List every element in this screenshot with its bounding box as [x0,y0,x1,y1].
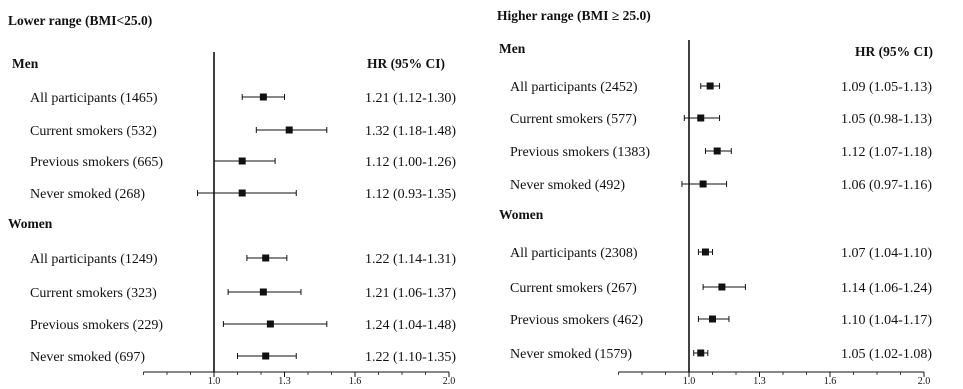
hr-point [238,157,246,165]
hr-point [259,288,267,296]
hr-value: 1.22 (1.10-1.35) [365,350,456,365]
hr-value: 1.14 (1.06-1.24) [841,281,932,296]
hr-point [262,352,270,360]
group-heading: Women [8,216,53,231]
row-label: Previous smokers (229) [30,318,163,333]
x-tick-label: 1.6 [349,376,362,387]
hr-point [285,126,293,134]
hr-point [718,283,726,291]
row-label: Never smoked (268) [30,187,145,202]
hr-point [266,320,274,328]
row-label: All participants (1465) [30,91,158,106]
group-heading: Women [499,207,544,222]
row-label: Current smokers (267) [510,281,637,296]
row-label: Previous smokers (665) [30,155,163,170]
row-label: All participants (2308) [510,246,638,261]
panel-title: Lower range (BMI<25.0) [8,13,152,28]
panel-title: Higher range (BMI ≥ 25.0) [497,8,651,23]
panel-lower-range: Lower range (BMI<25.0) HR (95% CI) 1.0 1.3 1… [8,13,456,387]
hr-value: 1.12 (0.93-1.35) [365,187,456,202]
row-label: Previous smokers (462) [510,313,643,328]
x-tick-label: 1.6 [824,376,837,387]
hr-point [706,82,714,90]
hr-point [699,180,707,188]
hr-value: 1.10 (1.04-1.17) [841,313,932,328]
hr-value: 1.24 (1.04-1.48) [365,318,456,333]
hr-point [713,147,721,155]
x-tick-label: 1.0 [208,376,221,387]
hr-value: 1.06 (0.97-1.16) [841,178,932,193]
row-label: Never smoked (1579) [510,347,632,362]
row-label: Never smoked (492) [510,178,625,193]
group-heading: Men [499,41,526,56]
hr-value: 1.32 (1.18-1.48) [365,124,456,139]
hr-value: 1.05 (0.98-1.13) [841,112,932,127]
hr-value: 1.12 (1.00-1.26) [365,155,456,170]
hr-point [259,93,267,101]
hr-value: 1.21 (1.06-1.37) [365,286,456,301]
hr-value: 1.09 (1.05-1.13) [841,80,932,95]
hr-value: 1.07 (1.04-1.10) [841,246,932,261]
row-label: All participants (1249) [30,252,158,267]
x-tick-label: 2.0 [918,376,931,387]
hr-column-header: HR (95% CI) [855,44,933,59]
row-label: All participants (2452) [510,80,638,95]
hr-point [262,254,270,262]
row-label: Current smokers (577) [510,112,637,127]
hr-value: 1.21 (1.12-1.30) [365,91,456,106]
hr-value: 1.22 (1.14-1.31) [365,252,456,267]
panel-higher-range: Higher range (BMI ≥ 25.0) HR (95% CI) 1.0 1… [497,8,933,387]
hr-point [701,248,709,256]
hr-point [697,114,705,122]
hr-column-header: HR (95% CI) [367,56,445,71]
row-label: Current smokers (323) [30,286,157,301]
row-label: Never smoked (697) [30,350,145,365]
hr-point [709,315,716,323]
hr-value: 1.05 (1.02-1.08) [841,347,932,362]
x-tick-label: 1.3 [278,376,291,387]
x-tick-label: 1.3 [753,376,766,387]
x-tick-label: 1.0 [683,376,696,387]
hr-value: 1.12 (1.07-1.18) [841,145,932,160]
hr-point [697,349,705,357]
group-heading: Men [12,56,39,71]
x-tick-label: 2.0 [443,376,456,387]
row-label: Current smokers (532) [30,124,157,139]
hr-point [238,189,246,197]
row-label: Previous smokers (1383) [510,145,650,160]
